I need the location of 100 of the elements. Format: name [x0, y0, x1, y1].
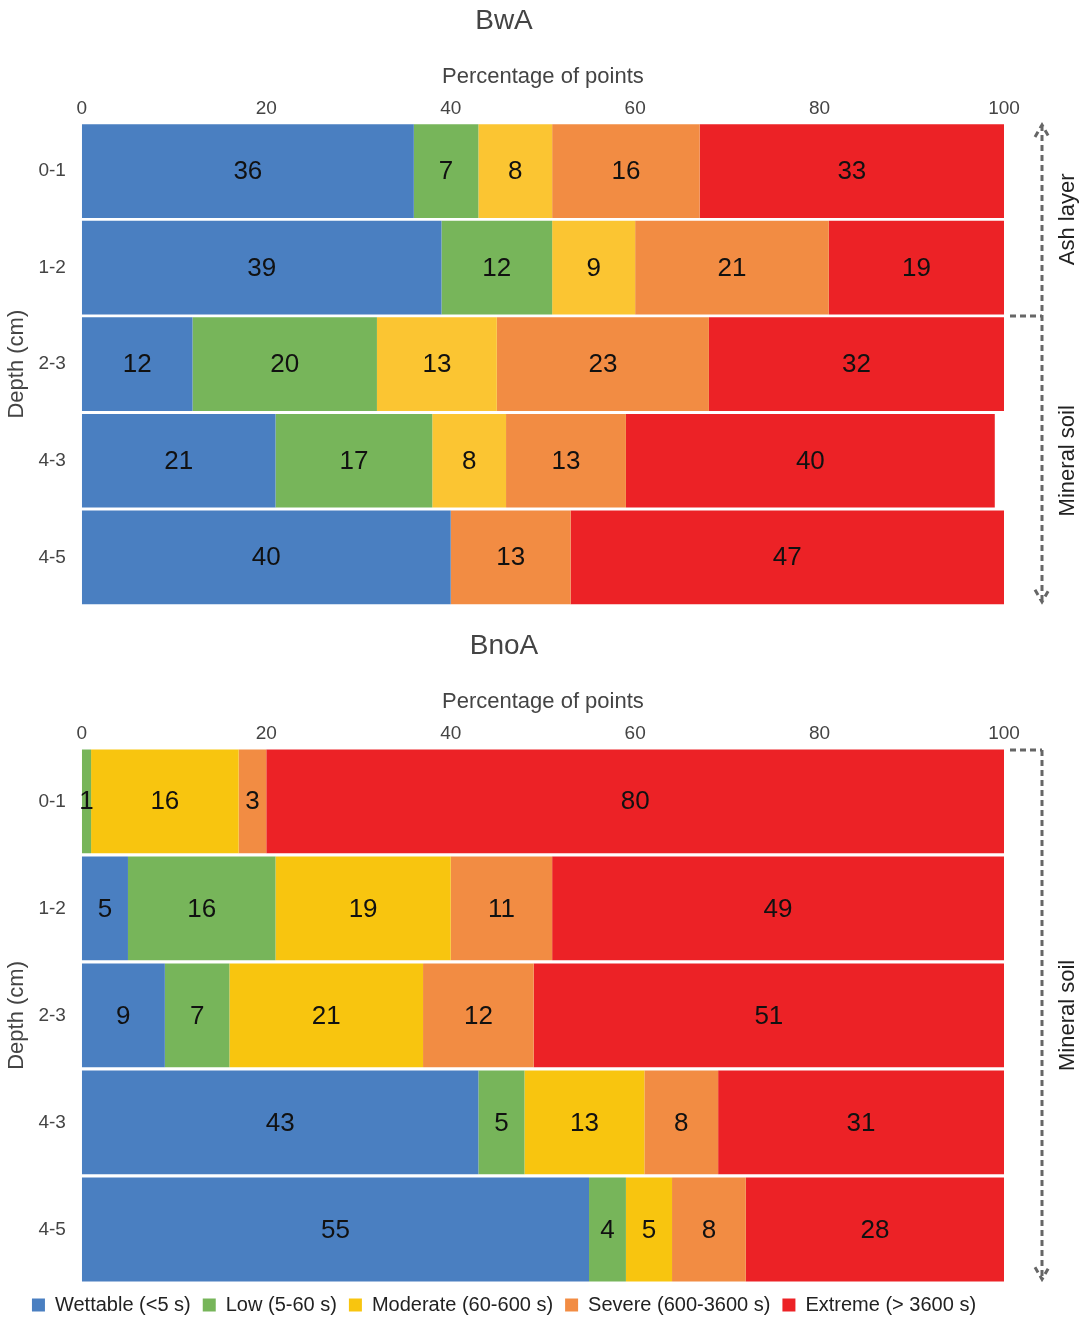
data-label: 9 — [586, 251, 601, 282]
data-label: 51 — [754, 999, 784, 1030]
x-axis-title: Percentage of points — [442, 687, 644, 713]
data-label: 49 — [763, 892, 793, 923]
bar — [81, 963, 165, 1068]
bar — [127, 856, 276, 961]
bar — [644, 1070, 719, 1175]
data-label: 20 — [270, 348, 300, 379]
bar — [625, 413, 995, 508]
bar — [552, 856, 1004, 961]
bar — [275, 413, 433, 508]
x-tick-label: 100 — [988, 96, 1020, 118]
data-label: 16 — [150, 785, 180, 816]
bar — [81, 124, 414, 218]
data-label: 13 — [569, 1106, 599, 1137]
data-label: 5 — [97, 892, 113, 923]
x-tick-label: 0 — [76, 96, 88, 118]
data-label: 9 — [116, 999, 131, 1030]
data-label: 5 — [641, 1213, 657, 1244]
data-label: 19 — [901, 251, 931, 282]
x-tick-label: 80 — [809, 96, 831, 118]
data-label: 8 — [508, 155, 523, 186]
x-tick-label: 60 — [624, 96, 646, 118]
legend-label: Moderate (60-600 s) — [371, 1292, 554, 1315]
data-label: 31 — [846, 1106, 876, 1137]
data-label: 21 — [311, 999, 341, 1030]
y-axis-title: Depth (cm) — [3, 961, 29, 1070]
bar — [533, 963, 1004, 1068]
bar — [450, 510, 571, 605]
data-label: 55 — [320, 1213, 350, 1244]
data-label: 3 — [245, 785, 260, 816]
data-label: 12 — [463, 999, 493, 1030]
y-tick-label: 4-3 — [38, 448, 66, 470]
bar — [423, 963, 534, 1068]
x-tick-label: 60 — [624, 721, 646, 743]
bar — [496, 317, 709, 412]
bar — [432, 413, 507, 508]
x-tick-label: 20 — [255, 96, 277, 118]
legend-label: Extreme (> 3600 s) — [805, 1292, 977, 1315]
chart-title: BnoA — [469, 628, 539, 660]
bar — [164, 963, 230, 1068]
y-tick-label: 0-1 — [38, 159, 66, 181]
data-label: 32 — [842, 348, 871, 379]
data-label: 4 — [600, 1213, 615, 1244]
data-label: 40 — [251, 541, 281, 572]
y-tick-label: 4-3 — [38, 1110, 66, 1132]
bar — [81, 856, 128, 961]
data-label: 28 — [860, 1213, 890, 1244]
bar — [192, 317, 377, 412]
bar — [708, 317, 1004, 412]
data-label: 13 — [422, 348, 452, 379]
bar — [552, 124, 700, 218]
bar — [81, 1070, 479, 1175]
data-label: 5 — [494, 1106, 509, 1137]
bar — [229, 963, 424, 1068]
data-label: 8 — [674, 1106, 689, 1137]
y-tick-label: 0-1 — [38, 789, 66, 811]
data-label: 16 — [611, 155, 641, 186]
bar — [81, 1177, 590, 1282]
x-tick-label: 80 — [809, 721, 831, 743]
y-tick-label: 2-3 — [38, 352, 66, 374]
data-label: 11 — [487, 892, 515, 923]
x-tick-label: 0 — [76, 721, 88, 743]
data-label: 47 — [772, 541, 802, 572]
data-label: 13 — [551, 444, 581, 475]
bar — [699, 124, 1004, 218]
data-label: 8 — [701, 1213, 717, 1244]
bar — [413, 124, 479, 218]
data-label: 43 — [265, 1106, 295, 1137]
x-tick-label: 100 — [988, 721, 1020, 743]
data-label: 13 — [496, 541, 526, 572]
bar — [672, 1177, 746, 1282]
text: Mineral soil — [1054, 959, 1080, 1072]
bar — [589, 1177, 626, 1282]
y-tick-label: 1-2 — [38, 255, 66, 277]
data-label: 19 — [348, 892, 378, 923]
bar — [81, 413, 276, 508]
text: Mineral soil — [1054, 405, 1080, 517]
x-axis-title: Percentage of points — [442, 62, 644, 88]
data-label: 80 — [620, 785, 650, 816]
data-label: 16 — [187, 892, 217, 923]
data-label: 21 — [164, 444, 194, 475]
bar — [478, 1070, 525, 1175]
data-label: 12 — [122, 348, 152, 379]
bar — [552, 220, 636, 315]
y-tick-label: 2-3 — [38, 1003, 66, 1025]
bar — [275, 856, 451, 961]
bar — [376, 317, 497, 412]
bar — [238, 749, 267, 854]
bar — [81, 317, 193, 412]
bar — [91, 749, 239, 854]
bar — [506, 413, 626, 508]
y-tick-label: 4-5 — [38, 1217, 66, 1239]
x-tick-label: 20 — [255, 721, 277, 743]
data-label: 8 — [461, 444, 477, 475]
x-tick-label: 40 — [440, 96, 462, 118]
data-label: 7 — [189, 999, 205, 1030]
legend-label: Severe (600-3600 s) — [588, 1292, 771, 1315]
bar — [266, 749, 1004, 854]
y-axis-title: Depth (cm) — [3, 309, 29, 419]
